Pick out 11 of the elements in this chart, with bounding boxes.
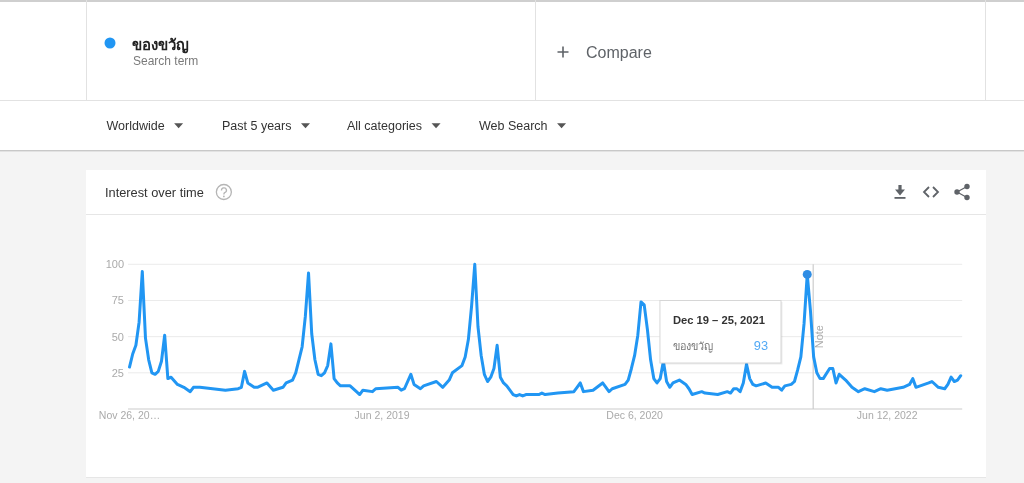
annotation: Past 5 years: [222, 119, 292, 133]
annotation: Worldwide: [106, 119, 165, 133]
annotation: Web Search: [479, 119, 548, 133]
annotation: Search term: [133, 54, 199, 68]
annotation: All categories: [347, 119, 423, 133]
legend-item: ของขวัญ: [104, 36, 189, 53]
legend-label: ของขวัญ: [132, 36, 189, 54]
annotation: 93: [753, 338, 768, 353]
annotation: Dec 19 – 25, 2021: [672, 314, 765, 326]
title: Interest over time: [105, 185, 204, 200]
annotation: Compare: [586, 44, 652, 61]
